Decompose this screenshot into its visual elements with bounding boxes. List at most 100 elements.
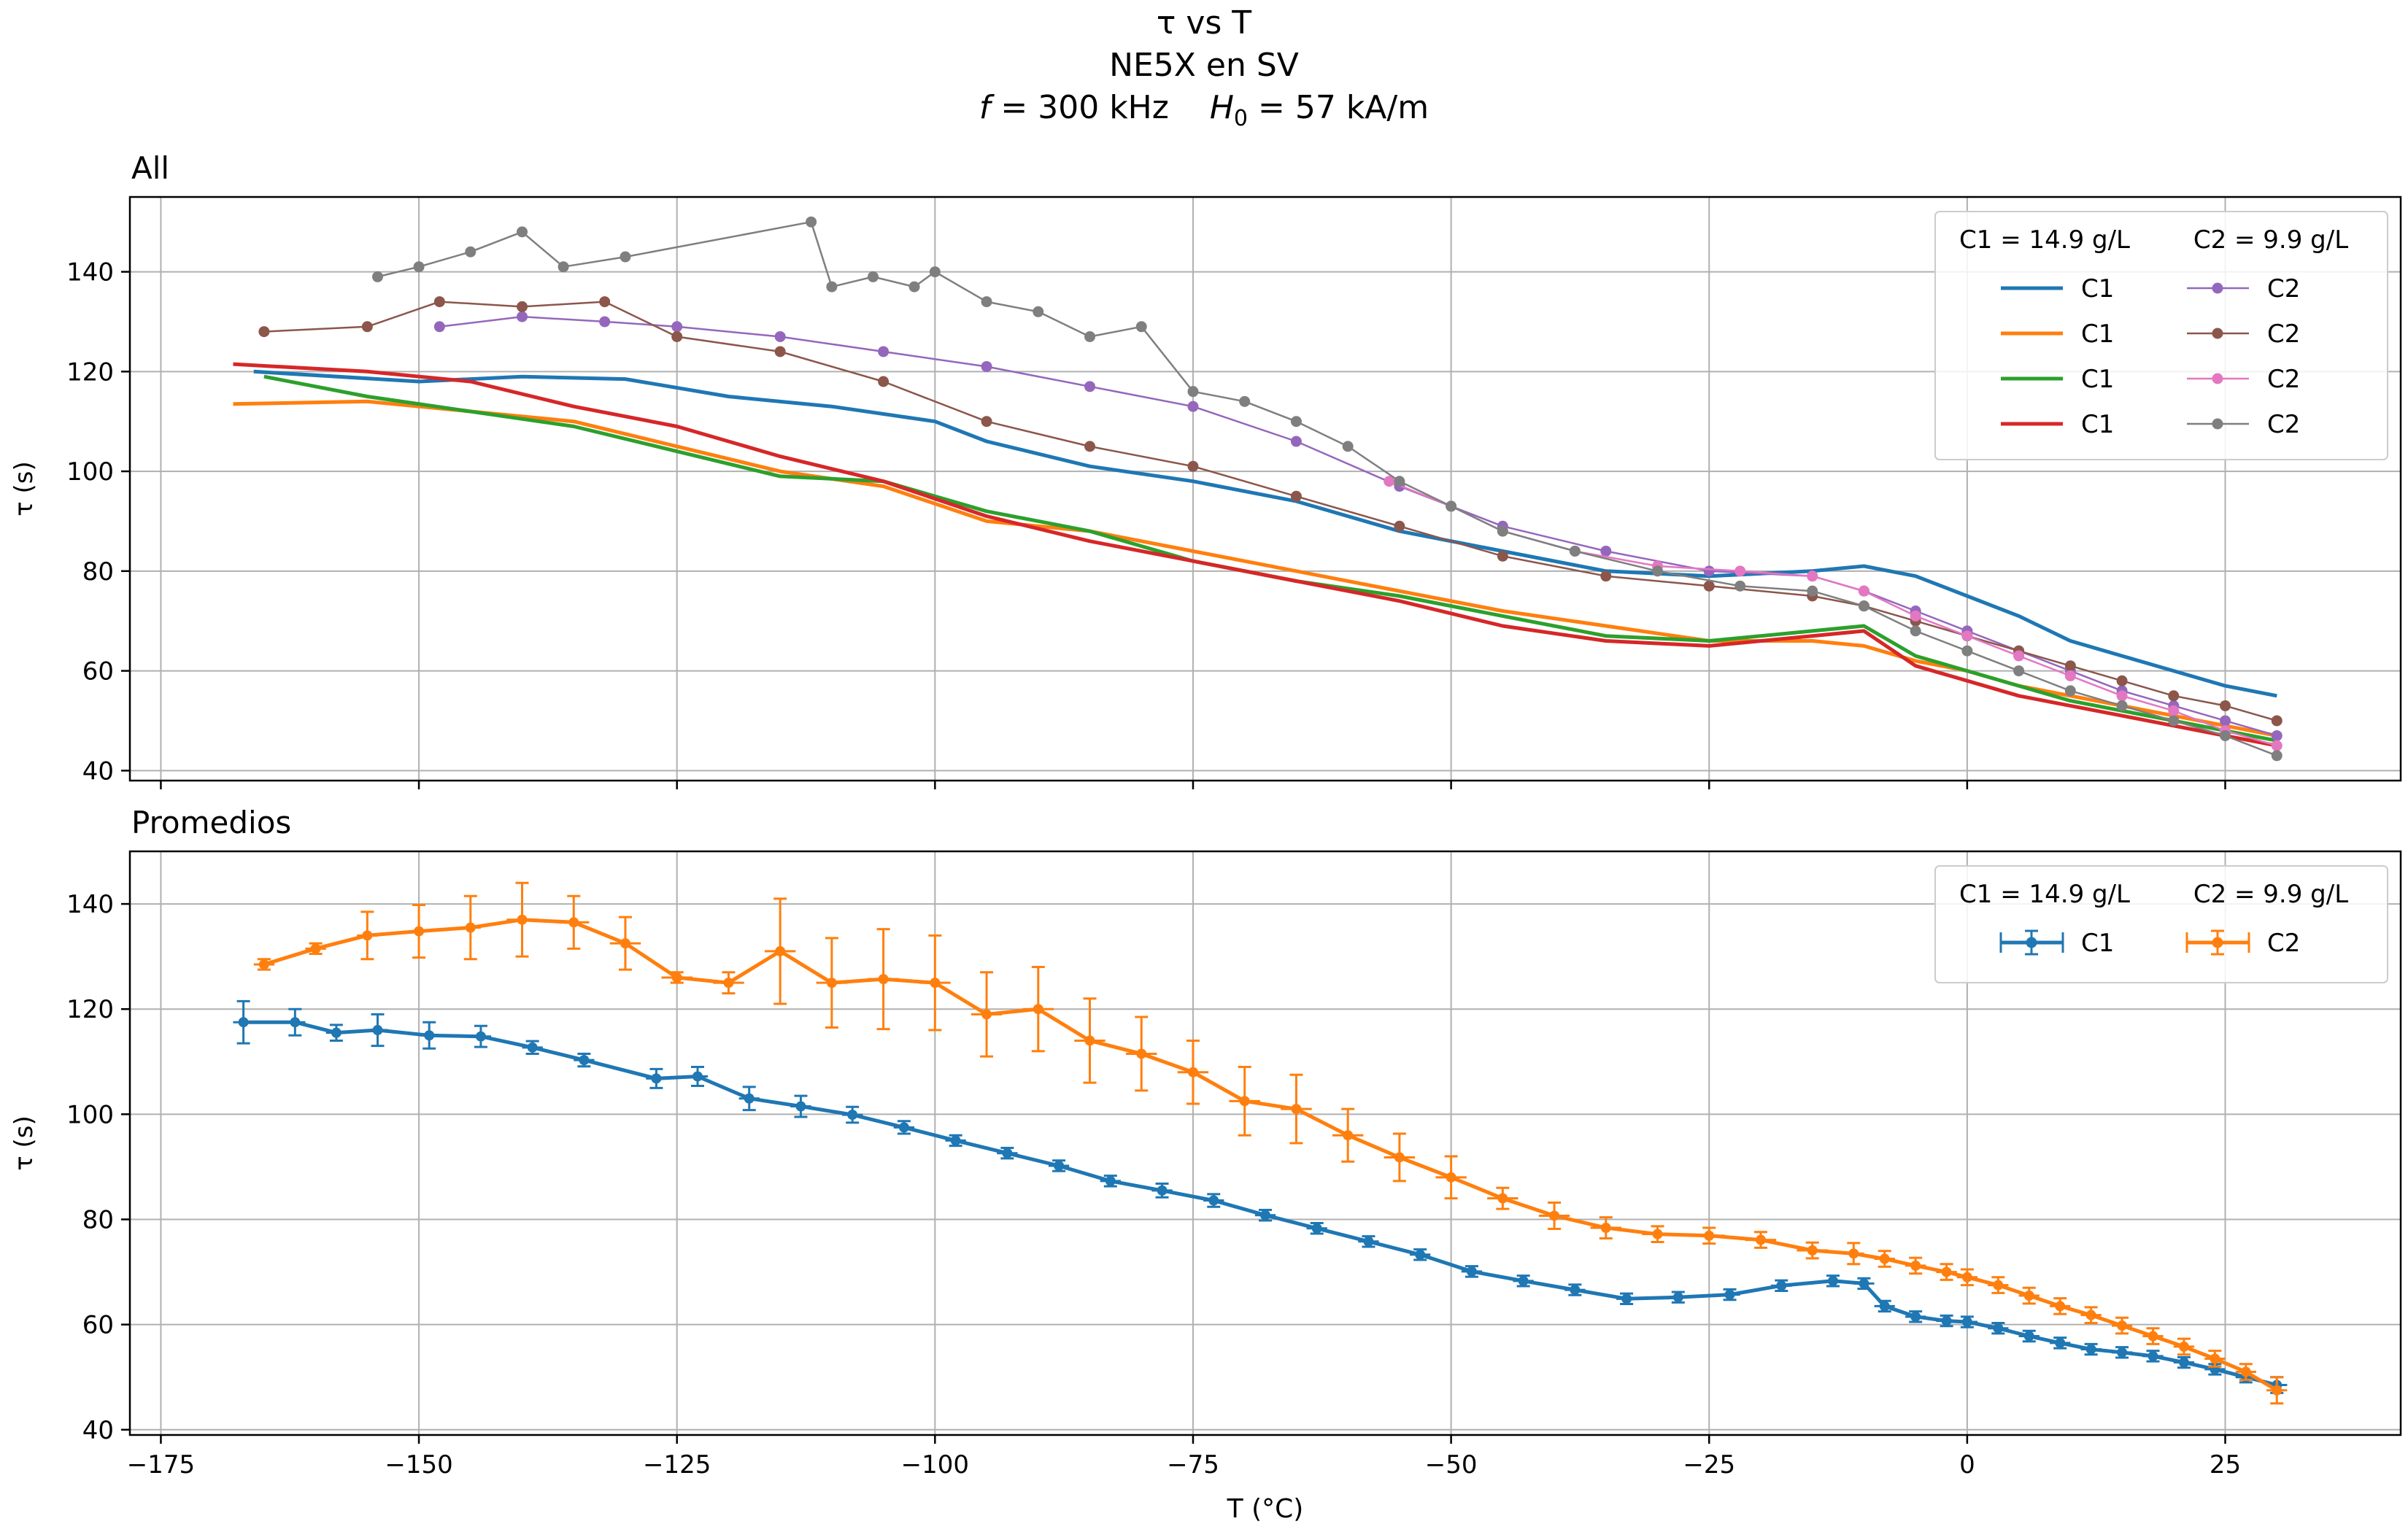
data-point (1363, 1236, 1374, 1247)
legend-label: C2 (2267, 365, 2300, 394)
legend-label: C1 (2081, 320, 2114, 349)
series-c1-red (233, 362, 2277, 748)
y-tick-label: 60 (82, 1311, 114, 1340)
legend-label: C1 (2081, 274, 2114, 303)
data-point (2116, 700, 2128, 711)
data-point (1703, 580, 1715, 592)
x-tick-label: −150 (385, 1450, 452, 1479)
data-point (1600, 1223, 1611, 1234)
data-point (2064, 685, 2076, 697)
series-c1-blue (233, 999, 2288, 1394)
data-point (527, 1042, 538, 1053)
x-tick-label: −175 (127, 1450, 195, 1479)
data-point (898, 1122, 909, 1133)
data-point (372, 1025, 383, 1036)
data-point (1002, 1148, 1013, 1158)
data-point (2240, 1366, 2251, 1377)
data-point (362, 930, 373, 941)
legend-header-c1: C1 = 14.9 g/L (1959, 225, 2130, 255)
data-point (1054, 1160, 1065, 1171)
data-point (1290, 416, 1302, 428)
legend-marker (2212, 282, 2223, 294)
data-point (1858, 585, 1869, 597)
data-point (2023, 1331, 2034, 1342)
data-point (1910, 1311, 1921, 1322)
data-point (908, 281, 920, 293)
panel-promedios-ylabel: τ (s) (9, 1115, 39, 1171)
data-point (517, 301, 528, 312)
data-point (1807, 570, 1818, 582)
data-point (826, 978, 837, 989)
data-point (2210, 1353, 2220, 1364)
x-axis-label: T (°C) (1227, 1494, 1304, 1524)
data-point (878, 974, 889, 985)
data-point (579, 1055, 590, 1066)
data-point (2013, 650, 2025, 662)
x-tick-label: −25 (1683, 1450, 1735, 1479)
axes-frame (128, 196, 2402, 782)
data-point (795, 1101, 806, 1112)
data-point (258, 326, 270, 338)
data-point (1157, 1185, 1168, 1196)
y-tick-label: 100 (66, 1100, 114, 1129)
data-point (1394, 520, 1405, 532)
data-point (433, 321, 445, 333)
data-point (1394, 476, 1405, 487)
data-point (1910, 1260, 1921, 1271)
data-point (2271, 740, 2282, 751)
data-point (599, 296, 611, 308)
data-point (290, 1017, 301, 1028)
data-point (1208, 1195, 1219, 1206)
data-point (1415, 1249, 1426, 1260)
data-point (2116, 690, 2128, 702)
y-tick-label: 120 (66, 357, 114, 387)
legend-label: C1 (2081, 365, 2114, 394)
data-point (1859, 1278, 1869, 1289)
data-point (930, 978, 941, 989)
data-point (465, 246, 476, 258)
legend-marker (2212, 373, 2223, 384)
data-point (1600, 545, 1612, 557)
data-point (1848, 1248, 1859, 1259)
data-point (2178, 1357, 2189, 1368)
data-point (475, 1031, 486, 1042)
figure-title-line3: f = 300 kHz H0 = 57 kA/m (979, 89, 1429, 131)
y-tick-label: 40 (82, 1416, 114, 1445)
data-point (1600, 570, 1612, 582)
legend: C1 = 14.9 g/L C2 = 9.9 g/L C1 C1 C1 C1 C2 C2 C2 C… (1934, 211, 2388, 460)
data-point (775, 945, 786, 956)
y-tick-label: 40 (82, 757, 114, 786)
data-point (1497, 550, 1508, 562)
data-point (1497, 1193, 1508, 1204)
data-point (723, 978, 734, 989)
data-point (847, 1110, 858, 1121)
data-point (950, 1135, 961, 1146)
data-point (1879, 1301, 1890, 1312)
panel-all: 40 60 80 100 120 140 C1 = 14.9 g/L C2 = 9.9 g/L… (66, 196, 2402, 789)
series-line (263, 374, 2277, 743)
title-field: = 57 kA/m (1248, 89, 1429, 126)
data-point (1342, 441, 1354, 452)
x-tick-label: −50 (1425, 1450, 1478, 1479)
data-point (2116, 675, 2128, 686)
panel-promedios: −175 −150 −125 −100 −75 −50 −25 0 25 40 60 80 100 120… (66, 850, 2402, 1479)
data-point (517, 226, 528, 238)
data-point (1961, 630, 1973, 642)
data-point (310, 943, 321, 954)
data-point (1136, 1048, 1147, 1059)
data-point (2117, 1347, 2128, 1358)
series-c1-green (263, 374, 2277, 743)
data-point (1239, 1096, 1250, 1107)
data-point (1910, 625, 1921, 637)
data-point (1466, 1266, 1477, 1277)
data-point (2168, 690, 2180, 702)
data-point (371, 271, 383, 282)
data-point (981, 360, 992, 372)
data-point (1570, 1285, 1581, 1296)
data-point (671, 321, 683, 333)
data-point (1187, 460, 1199, 472)
data-point (1569, 545, 1581, 557)
data-point (1724, 1289, 1735, 1300)
data-point (1672, 1292, 1683, 1303)
